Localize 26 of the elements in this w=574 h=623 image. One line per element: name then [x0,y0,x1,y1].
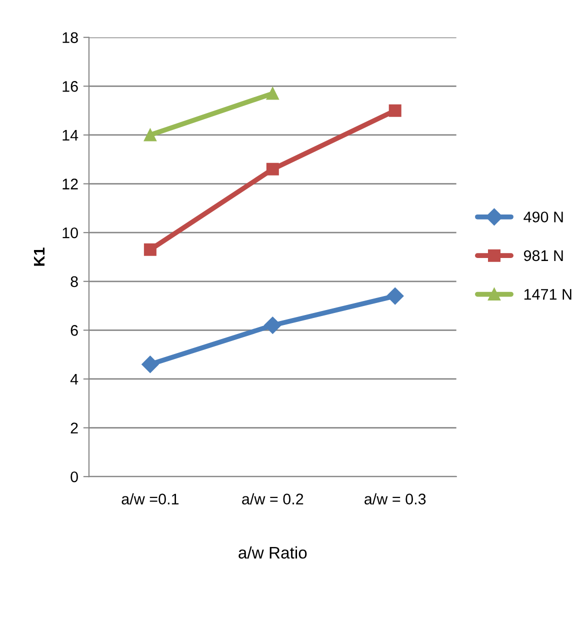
x-tick-label: a/w = 0.2 [242,493,304,504]
legend-label: 1471 N [524,289,572,300]
point [264,316,282,334]
legend-label: 490 N [524,212,563,222]
point [144,128,156,142]
point [388,104,402,117]
x-axis-title: a/w Ratio [238,546,307,559]
y-tick-label: 6 [70,325,78,336]
y-tick-label: 8 [70,276,78,288]
legend-label: 981 N [524,250,563,262]
y-tick-label: 14 [62,130,78,141]
x-tick-label: a/w =0.1 [122,493,179,504]
point [144,243,156,256]
x-tick-label: a/w = 0.3 [364,493,426,504]
y-tick-label: 0 [70,471,78,482]
y-tick-label: 12 [62,178,78,190]
y-tick-label: 2 [70,422,78,434]
y-tick-label: 16 [62,81,78,92]
point [386,287,404,305]
point [266,162,279,176]
y-tick-label: 4 [70,374,78,385]
y-axis-title: K1 [34,248,45,266]
y-tick-label: 10 [62,227,78,238]
point [142,356,159,373]
y-tick-label: 18 [62,32,78,44]
point [266,87,279,100]
